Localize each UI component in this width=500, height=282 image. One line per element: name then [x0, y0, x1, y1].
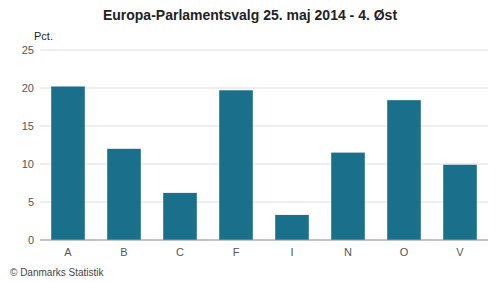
x-tick-label: C: [176, 246, 184, 258]
bar: [387, 100, 421, 240]
y-tick-label: 10: [22, 158, 34, 170]
footer: © Danmarks Statistik: [10, 267, 105, 278]
y-tick-label: 15: [22, 120, 34, 132]
y-tick-label: 25: [22, 44, 34, 56]
y-axis-label: Pct.: [34, 30, 53, 42]
bars: [51, 86, 477, 240]
grid-line: [40, 88, 488, 89]
x-tick-label: I: [290, 246, 293, 258]
x-tick-label: A: [64, 246, 72, 258]
y-tick-label: 5: [28, 196, 34, 208]
chart: Europa-Parlamentsvalg 25. maj 2014 - 4. …: [0, 0, 500, 282]
bar: [51, 86, 85, 240]
x-tick-label: V: [456, 246, 464, 258]
bar: [107, 149, 141, 240]
bar: [275, 215, 309, 240]
bar: [331, 153, 365, 240]
grid: [40, 50, 488, 240]
x-tick-label: O: [400, 246, 409, 258]
bar: [443, 165, 477, 240]
x-tick-label: B: [120, 246, 127, 258]
x-axis-line: [40, 240, 488, 241]
chart-container: Europa-Parlamentsvalg 25. maj 2014 - 4. …: [0, 0, 500, 282]
y-tick-label: 0: [28, 234, 34, 246]
bar: [219, 90, 253, 240]
grid-line: [40, 240, 488, 241]
grid-line: [40, 50, 488, 51]
x-tick-label: N: [344, 246, 352, 258]
bar: [163, 193, 197, 240]
title: Europa-Parlamentsvalg 25. maj 2014 - 4. …: [103, 7, 397, 23]
y-tick-label: 20: [22, 82, 34, 94]
x-tick-label: F: [233, 246, 240, 258]
